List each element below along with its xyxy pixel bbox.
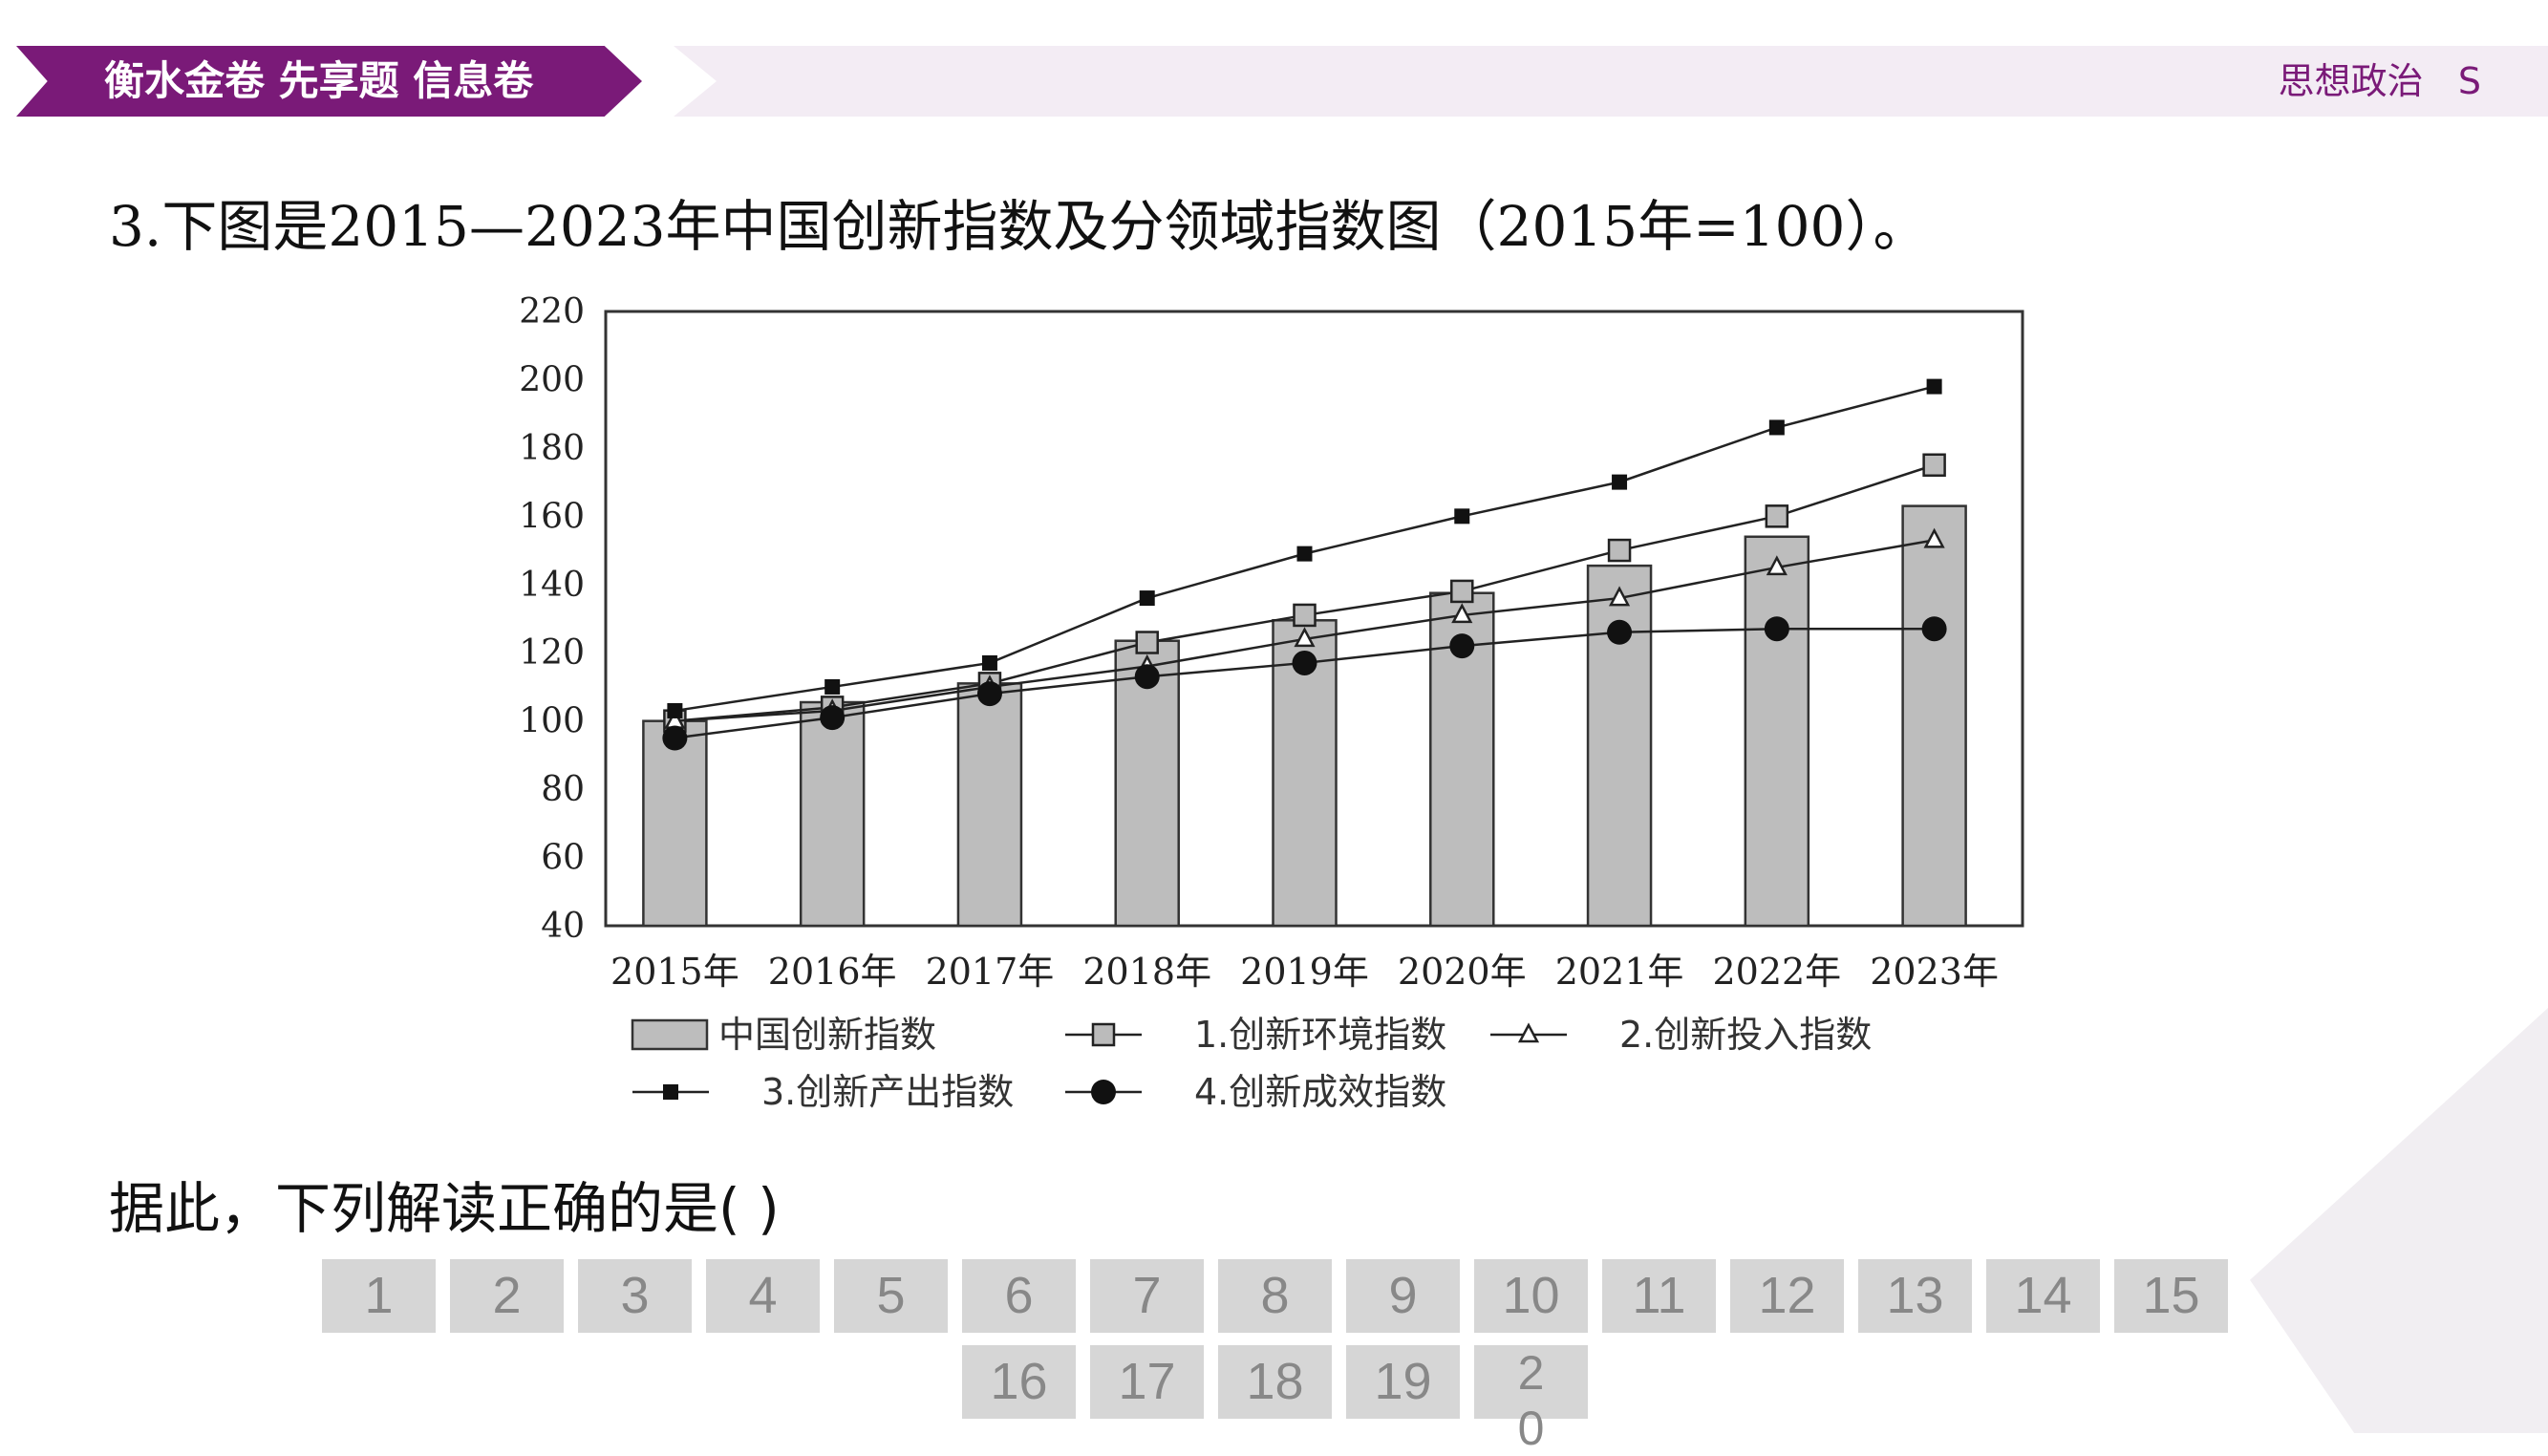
question-button-15[interactable]: 15	[2114, 1259, 2228, 1333]
x-tick-label: 2018年	[1082, 951, 1211, 993]
bar	[956, 682, 1023, 928]
data-point	[820, 705, 846, 731]
bar	[642, 719, 708, 928]
question-button-10[interactable]: 10	[1474, 1259, 1588, 1333]
data-point	[1607, 619, 1633, 645]
legend-marker	[1091, 1022, 1116, 1047]
question-button-8[interactable]: 8	[1218, 1259, 1332, 1333]
question-button-3[interactable]: 3	[578, 1259, 692, 1333]
bar	[1744, 535, 1810, 928]
x-tick-label: 2023年	[1870, 951, 1999, 993]
y-tick-label: 100	[519, 702, 585, 741]
legend-marker	[1517, 1022, 1540, 1043]
data-point	[1922, 453, 1946, 477]
legend-label: 中国创新指数	[718, 1014, 936, 1056]
data-point	[1921, 616, 1947, 642]
y-tick-label: 160	[519, 497, 585, 536]
data-point	[1135, 631, 1159, 654]
y-tick-label: 180	[519, 429, 585, 468]
question-button-1[interactable]: 1	[322, 1259, 436, 1333]
data-point	[976, 681, 1002, 707]
data-point	[1607, 538, 1632, 563]
data-point	[1293, 603, 1317, 628]
data-point	[1765, 504, 1789, 528]
question-button-2[interactable]: 2	[450, 1259, 564, 1333]
y-tick-label: 220	[519, 292, 585, 332]
question-button-11[interactable]: 11	[1602, 1259, 1716, 1333]
bar	[1586, 564, 1653, 928]
header-band	[674, 46, 2548, 117]
header-banner: 衡水金卷 先享题 信息卷	[16, 46, 642, 117]
data-point	[662, 725, 688, 751]
x-tick-label: 2022年	[1712, 951, 1841, 993]
x-tick-label: 2017年	[926, 951, 1055, 993]
data-point	[1296, 546, 1313, 562]
data-point	[1923, 527, 1945, 548]
subject-name: 思想政治	[2278, 60, 2424, 102]
data-point	[1766, 555, 1788, 576]
data-point	[1926, 378, 1942, 395]
data-point	[1449, 633, 1475, 659]
subject-suffix: S	[2457, 60, 2481, 102]
question-text: 3.下图是2015—2023年中国创新指数及分领域指数图（2015年=100）。	[109, 194, 1929, 259]
question-button-7[interactable]: 7	[1090, 1259, 1204, 1333]
question-button-18[interactable]: 18	[1218, 1345, 1332, 1419]
question-button-17[interactable]: 17	[1090, 1345, 1204, 1419]
question-prompt: 据此，下列解读正确的是( )	[109, 1176, 780, 1241]
question-button-14[interactable]: 14	[1986, 1259, 2100, 1333]
question-button-13[interactable]: 13	[1858, 1259, 1972, 1333]
legend-label: 1.创新环境指数	[1194, 1014, 1446, 1056]
question-button-19[interactable]: 19	[1346, 1345, 1460, 1419]
subject-label: 思想政治 S	[2279, 46, 2481, 117]
y-tick-label: 140	[519, 566, 585, 605]
data-point	[1134, 664, 1160, 690]
question-button-5[interactable]: 5	[834, 1259, 948, 1333]
data-point	[1608, 586, 1631, 607]
data-point	[667, 702, 683, 718]
data-point	[1450, 579, 1474, 604]
legend-marker	[1091, 1080, 1116, 1104]
y-tick-label: 60	[541, 839, 585, 878]
y-tick-label: 40	[541, 907, 585, 946]
data-point	[1454, 508, 1470, 525]
data-point	[1612, 474, 1628, 490]
question-button-20[interactable]: 2 0	[1474, 1345, 1588, 1455]
data-point	[1451, 603, 1473, 624]
y-tick-label: 120	[519, 633, 585, 673]
x-tick-label: 2021年	[1555, 951, 1684, 993]
legend-label: 4.创新成效指数	[1194, 1071, 1446, 1113]
question-button-9[interactable]: 9	[1346, 1259, 1460, 1333]
legend-marker	[663, 1084, 678, 1100]
y-tick-label: 200	[519, 360, 585, 399]
y-tick-label: 80	[541, 770, 585, 809]
question-button-12[interactable]: 12	[1730, 1259, 1844, 1333]
question-button-6[interactable]: 6	[962, 1259, 1076, 1333]
data-point	[1139, 590, 1155, 607]
data-point	[1764, 616, 1789, 642]
legend-label: 3.创新产出指数	[761, 1071, 1014, 1113]
data-point	[824, 678, 841, 695]
data-point	[1294, 627, 1316, 648]
question-button-16[interactable]: 16	[962, 1345, 1076, 1419]
x-tick-label: 2016年	[768, 951, 897, 993]
data-point	[981, 654, 997, 671]
question-button-4[interactable]: 4	[706, 1259, 820, 1333]
legend-label: 2.创新投入指数	[1619, 1014, 1872, 1056]
legend-swatch	[631, 1018, 709, 1051]
bar	[799, 700, 866, 928]
x-tick-label: 2020年	[1398, 951, 1527, 993]
data-point	[1768, 419, 1785, 436]
bar	[1901, 504, 1967, 928]
x-tick-label: 2015年	[610, 951, 739, 993]
data-point	[1292, 650, 1317, 675]
x-tick-label: 2019年	[1240, 951, 1369, 993]
